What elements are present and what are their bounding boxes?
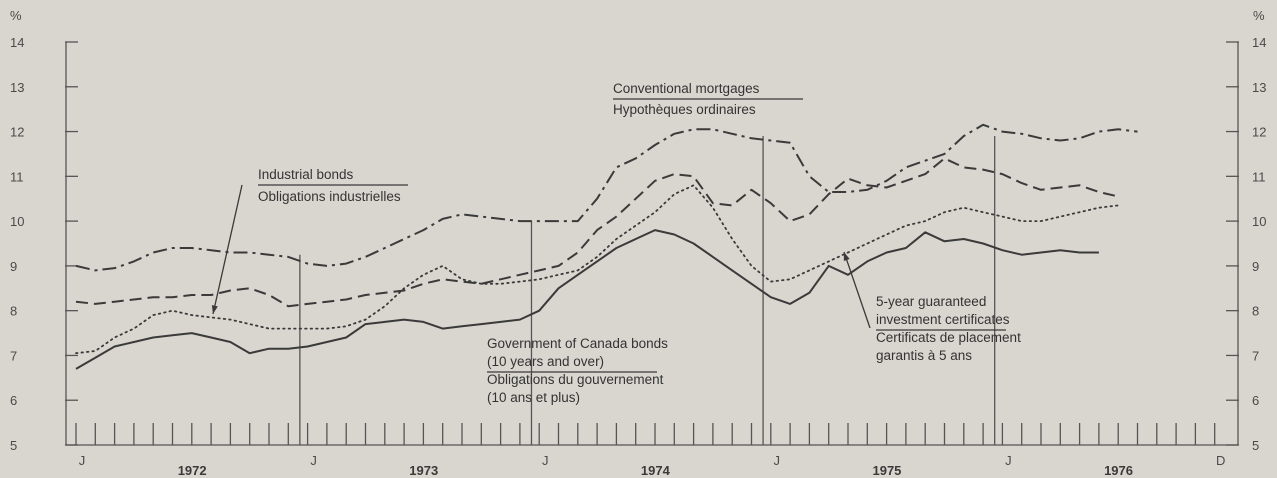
y-tick-label-left: 12 [10, 125, 24, 140]
annotation-gic-line: Certificats de placement [876, 330, 1021, 345]
annotation-goc-line: (10 ans et plus) [487, 390, 580, 405]
y-tick-label-left: 6 [10, 393, 17, 408]
annotations: Conventional mortgages Hypothèques ordina… [211, 81, 1021, 405]
x-month-label: J [774, 453, 781, 468]
y-tick-label-left: 9 [10, 259, 17, 274]
annotation-industrial-line: Obligations industrielles [258, 189, 401, 204]
y-tick-label-right: 8 [1252, 304, 1259, 319]
x-month-label: D [1216, 453, 1225, 468]
y-tick-label-right: 6 [1252, 393, 1259, 408]
annotation-goc-line: Government of Canada bonds [487, 336, 668, 351]
y-tick-label-right: 7 [1252, 348, 1259, 363]
x-month-label: J [1005, 453, 1012, 468]
series-line-0 [75, 123, 1138, 272]
series-line-3 [75, 229, 1099, 370]
x-year-label: 1973 [409, 463, 438, 478]
annotation-gic-line: 5-year guaranteed [876, 294, 986, 309]
annotation-goc-line: (10 years and over) [487, 354, 604, 369]
annotation-mortgage-line: Conventional mortgages [613, 81, 760, 96]
y-tick-label-left: 14 [10, 35, 24, 50]
y-tick-label-left: 10 [10, 214, 24, 229]
arrow-industrial-head [211, 305, 218, 314]
arrow-gic-head [843, 252, 850, 261]
y-tick-label-left: 11 [10, 169, 24, 184]
x-year-label: 1976 [1104, 463, 1133, 478]
axes: % % 5 5 6 6 7 7 8 8 9 9 10 10 11 11 12 12 13 13 14 14 J J J J J D 19… [10, 8, 1266, 478]
x-year-label: 1972 [178, 463, 207, 478]
x-month-label: J [310, 453, 317, 468]
x-month-label: J [79, 453, 86, 468]
y-unit-right: % [1253, 8, 1265, 23]
series-layer [75, 123, 1138, 370]
x-month-label: J [542, 453, 549, 468]
x-year-label: 1974 [641, 463, 671, 478]
y-tick-label-right: 14 [1252, 35, 1266, 50]
arrow-gic [843, 251, 871, 329]
y-tick-label-left: 8 [10, 304, 17, 319]
y-tick-label-right: 12 [1252, 125, 1266, 140]
y-tick-label-left: 7 [10, 348, 17, 363]
annotation-goc-line: Obligations du gouvernement [487, 372, 664, 387]
y-tick-label-left: 13 [10, 80, 24, 95]
y-tick-label-right: 10 [1252, 214, 1266, 229]
y-tick-label-right: 11 [1252, 169, 1266, 184]
y-tick-label-right: 13 [1252, 80, 1266, 95]
annotation-gic-line: garantis à 5 ans [876, 348, 972, 363]
x-year-label: 1975 [872, 463, 901, 478]
arrow-industrial [212, 184, 243, 315]
y-tick-label-right: 9 [1252, 259, 1259, 274]
annotation-mortgage-line: Hypothèques ordinaires [613, 102, 756, 117]
y-tick-label-right: 5 [1252, 438, 1259, 453]
y-unit-left: % [10, 8, 22, 23]
series-line-2 [75, 184, 1120, 355]
annotation-gic-line: investment certificates [876, 312, 1010, 327]
y-tick-label-left: 5 [10, 438, 17, 453]
series-line-1 [75, 157, 1119, 308]
annotation-industrial-line: Industrial bonds [258, 167, 354, 182]
